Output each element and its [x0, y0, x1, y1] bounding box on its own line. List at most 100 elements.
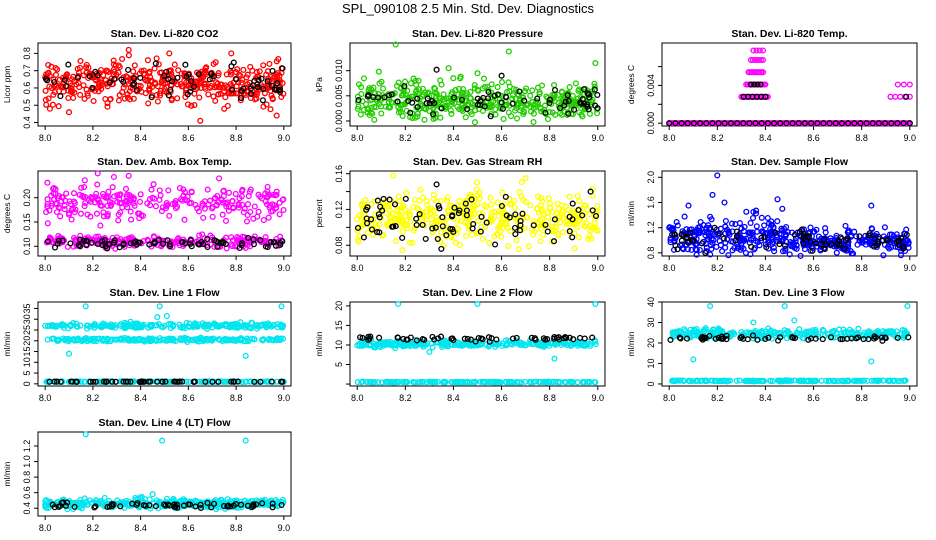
data-point [140, 67, 147, 74]
points-line3 [667, 303, 912, 385]
data-point [747, 56, 755, 64]
data-point [115, 97, 122, 104]
data-point [390, 172, 397, 179]
x-tick-label: 8.0 [351, 393, 364, 403]
data-point [197, 117, 204, 124]
data-point [229, 243, 236, 250]
x-tick-label: 9.0 [592, 263, 605, 273]
y-axis-label: ml/min [626, 201, 636, 226]
data-point [680, 377, 687, 384]
data-point [56, 193, 63, 200]
data-point [247, 378, 254, 385]
data-point [159, 204, 166, 211]
data-point [43, 101, 50, 108]
data-point [492, 241, 499, 248]
data-point [394, 98, 401, 105]
data-point [487, 101, 494, 108]
data-point [125, 52, 132, 59]
data-point [55, 103, 62, 110]
data-point [737, 246, 744, 253]
data-point [532, 378, 539, 385]
data-point [469, 231, 476, 238]
data-point [363, 206, 370, 213]
data-point [384, 220, 391, 227]
data-point [53, 208, 60, 216]
plot-frame [349, 170, 606, 257]
panel-title: Stan. Dev. Li-820 Pressure [412, 28, 543, 40]
data-point [109, 378, 116, 385]
data-point [575, 206, 582, 214]
data-point [240, 66, 247, 73]
data-point [404, 87, 411, 94]
data-point [488, 81, 495, 88]
data-point [61, 202, 68, 209]
data-point [728, 220, 736, 227]
data-point [505, 79, 512, 86]
data-point [364, 105, 371, 112]
data-point [95, 88, 102, 95]
data-point [500, 115, 507, 123]
data-point [376, 214, 383, 221]
data-point [540, 335, 547, 342]
data-point [53, 201, 60, 208]
data-point [740, 120, 747, 127]
x-tick-label: 8.6 [495, 393, 508, 403]
data-point [65, 61, 72, 68]
data-point [823, 377, 830, 384]
data-point [753, 56, 761, 64]
data-point [875, 233, 882, 241]
data-point [75, 242, 82, 249]
data-point [192, 323, 199, 330]
data-point [690, 356, 697, 363]
data-point [273, 188, 280, 195]
data-point [587, 188, 594, 195]
data-point [462, 200, 469, 207]
data-point [233, 83, 240, 90]
data-point [801, 231, 808, 238]
x-tick-label: 8.6 [807, 133, 820, 143]
data-point [117, 209, 124, 216]
y-axis-label: degrees C [626, 65, 636, 104]
data-point [436, 205, 443, 212]
data-point [146, 87, 153, 94]
data-point [400, 379, 407, 386]
data-point [727, 120, 734, 127]
data-point [821, 246, 828, 253]
data-point [202, 80, 209, 87]
data-point [747, 81, 755, 88]
data-point [720, 377, 727, 385]
y-tick-label: 10 [22, 357, 32, 367]
data-point [111, 193, 118, 200]
data-point [238, 79, 245, 86]
data-point [753, 223, 760, 230]
data-point [544, 209, 551, 216]
data-point [746, 230, 753, 237]
data-point [564, 341, 571, 349]
data-point [109, 184, 116, 191]
data-point [214, 192, 221, 200]
data-point [498, 233, 505, 240]
plot-frame [661, 301, 918, 387]
data-point [486, 239, 493, 246]
data-point [538, 208, 545, 215]
data-point [194, 205, 201, 212]
data-point [48, 322, 55, 329]
data-point [680, 246, 687, 253]
x-tick-label: 8.6 [807, 263, 820, 273]
y-tick-label: 30 [22, 314, 32, 324]
data-point [800, 377, 808, 384]
data-point [714, 172, 721, 179]
data-point [163, 312, 170, 320]
data-point [715, 325, 722, 332]
data-point [67, 240, 74, 247]
x-tick-label: 8.4 [447, 133, 460, 143]
data-point [544, 228, 551, 235]
data-point [194, 69, 201, 76]
data-point [562, 203, 569, 210]
data-point [378, 78, 385, 85]
data-point [514, 379, 521, 386]
data-point [463, 232, 470, 240]
data-point [255, 77, 262, 84]
data-point [530, 222, 537, 229]
data-point [276, 211, 283, 218]
